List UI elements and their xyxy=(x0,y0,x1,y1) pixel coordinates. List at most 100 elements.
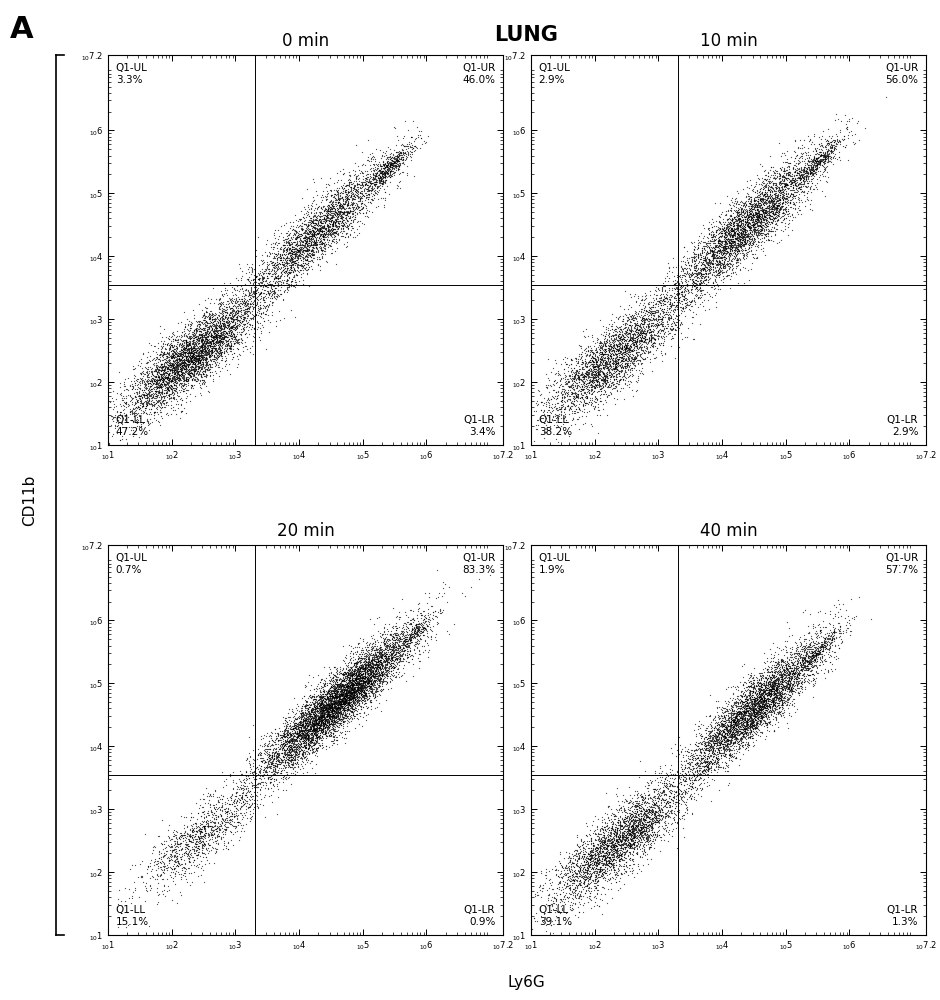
Point xyxy=(400,647,415,663)
Point xyxy=(665,815,680,831)
Point xyxy=(167,366,182,382)
Point xyxy=(395,635,410,651)
Point xyxy=(379,659,394,675)
Point xyxy=(277,737,292,753)
Point xyxy=(630,818,645,834)
Point xyxy=(198,314,213,330)
Point xyxy=(658,822,673,838)
Point xyxy=(780,720,795,736)
Point xyxy=(184,827,199,843)
Point xyxy=(421,589,436,605)
Point xyxy=(307,722,322,738)
Point xyxy=(599,350,614,366)
Point xyxy=(318,712,333,728)
Point xyxy=(792,649,807,665)
Point xyxy=(329,183,344,199)
Point xyxy=(727,725,742,741)
Point xyxy=(768,179,783,195)
Point xyxy=(576,394,591,410)
Point xyxy=(776,705,791,721)
Point xyxy=(198,808,213,824)
Point xyxy=(296,728,311,744)
Point xyxy=(307,723,322,739)
Point xyxy=(643,799,658,815)
Point xyxy=(641,829,656,845)
Point xyxy=(298,712,313,728)
Point xyxy=(180,350,196,366)
Point xyxy=(338,685,353,701)
Point xyxy=(755,208,770,224)
Point xyxy=(634,819,649,835)
Point xyxy=(618,283,633,299)
Point xyxy=(740,214,755,230)
Point xyxy=(707,736,722,752)
Point xyxy=(570,388,585,404)
Point xyxy=(761,703,776,719)
Point xyxy=(609,346,624,362)
Point xyxy=(357,670,372,686)
Point xyxy=(643,322,658,338)
Point xyxy=(821,663,836,679)
Point xyxy=(387,652,402,668)
Point xyxy=(163,362,178,378)
Point xyxy=(571,399,586,415)
Point xyxy=(634,291,650,307)
Point xyxy=(120,917,135,933)
Point xyxy=(650,814,665,830)
Point xyxy=(335,693,350,709)
Point xyxy=(380,149,395,165)
Point xyxy=(348,665,363,681)
Point xyxy=(311,217,326,233)
Point xyxy=(278,263,293,279)
Point xyxy=(745,205,760,221)
Point xyxy=(588,378,603,394)
Point xyxy=(672,768,687,784)
Point xyxy=(140,389,155,405)
Point xyxy=(358,677,373,693)
Point xyxy=(201,315,216,331)
Point xyxy=(243,806,258,822)
Point xyxy=(182,349,197,365)
Point xyxy=(269,744,284,760)
Point xyxy=(725,728,740,744)
Point xyxy=(391,654,406,670)
Point xyxy=(160,367,175,383)
Point xyxy=(683,781,698,797)
Point xyxy=(587,823,602,839)
Point xyxy=(306,223,321,239)
Point xyxy=(709,728,724,744)
Point xyxy=(411,600,426,616)
Point xyxy=(155,359,170,375)
Point xyxy=(281,752,296,768)
Point xyxy=(640,775,655,791)
Point xyxy=(573,877,588,893)
Point xyxy=(221,317,236,333)
Point xyxy=(617,825,632,841)
Point xyxy=(315,697,330,713)
Point xyxy=(591,378,606,394)
Point xyxy=(781,180,796,196)
Point xyxy=(740,203,755,219)
Point xyxy=(341,678,356,694)
Point xyxy=(583,854,598,870)
Point xyxy=(278,242,293,258)
Point xyxy=(249,296,264,312)
Point xyxy=(363,166,378,182)
Point xyxy=(269,771,284,787)
Point xyxy=(599,835,614,851)
Point xyxy=(330,225,345,241)
Point xyxy=(609,309,624,325)
Point xyxy=(538,408,553,424)
Point xyxy=(293,717,308,733)
Point xyxy=(609,845,624,861)
Point xyxy=(337,689,352,705)
Point xyxy=(638,335,653,351)
Point xyxy=(713,718,728,734)
Point xyxy=(603,870,618,886)
Point xyxy=(310,199,325,215)
Point xyxy=(337,685,352,701)
Text: Q1-LR
1.3%: Q1-LR 1.3% xyxy=(886,905,918,927)
Point xyxy=(780,203,795,219)
Point xyxy=(776,169,791,185)
Point xyxy=(316,219,331,235)
